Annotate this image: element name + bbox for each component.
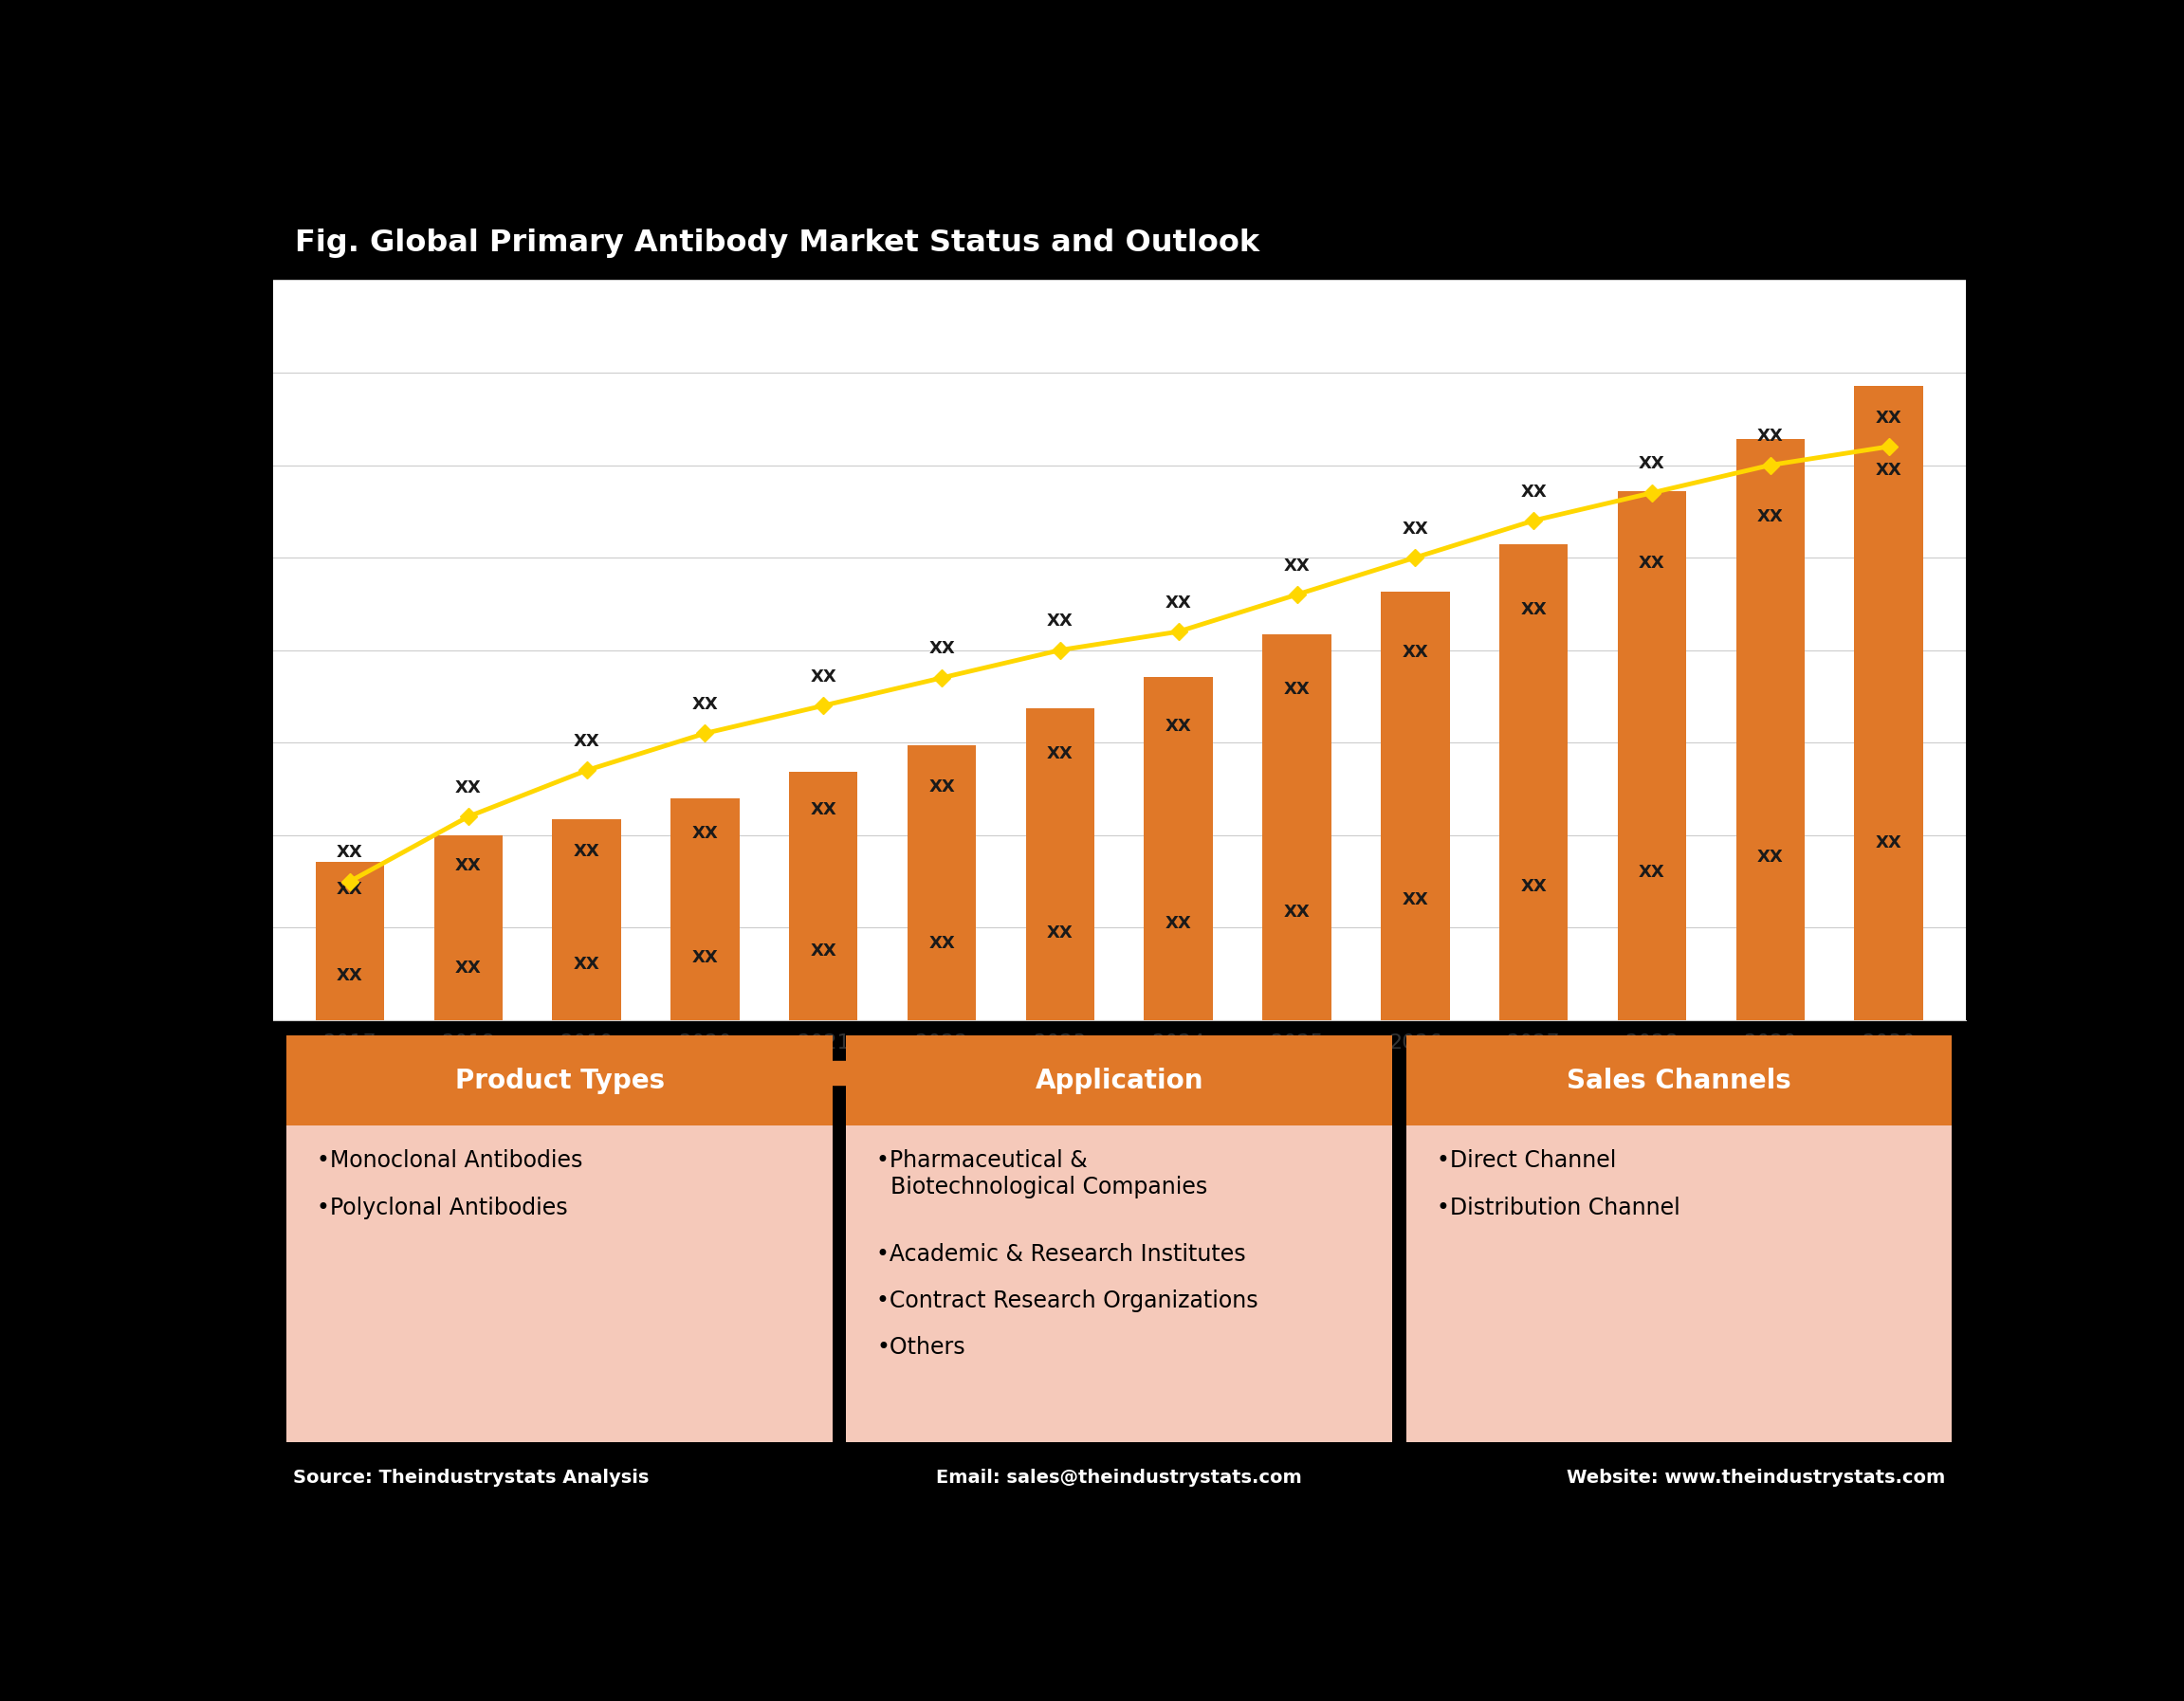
Text: •Academic & Research Institutes: •Academic & Research Institutes bbox=[876, 1243, 1247, 1266]
Text: XX: XX bbox=[454, 857, 480, 874]
Bar bbox=[1854, 386, 1922, 1021]
Text: Product Types: Product Types bbox=[454, 1067, 664, 1094]
Text: Website: www.theindustrystats.com: Website: www.theindustrystats.com bbox=[1566, 1470, 1946, 1487]
Text: Source: Theindustrystats Analysis: Source: Theindustrystats Analysis bbox=[293, 1470, 649, 1487]
Text: XX: XX bbox=[692, 949, 719, 966]
Text: XX: XX bbox=[1402, 643, 1428, 660]
Text: XX: XX bbox=[1284, 903, 1310, 920]
Legend: Revenue (Million $), Y-oY Growth Rate (%): Revenue (Million $), Y-oY Growth Rate (%… bbox=[788, 1053, 1450, 1094]
Text: •Polyclonal Antibodies: •Polyclonal Antibodies bbox=[317, 1196, 568, 1220]
Text: •Distribution Channel: •Distribution Channel bbox=[1437, 1196, 1679, 1220]
Text: XX: XX bbox=[1758, 509, 1784, 526]
Text: XX: XX bbox=[1876, 410, 1902, 427]
Text: XX: XX bbox=[928, 934, 954, 951]
Text: Fig. Global Primary Antibody Market Status and Outlook: Fig. Global Primary Antibody Market Stat… bbox=[295, 230, 1260, 259]
Text: XX: XX bbox=[692, 825, 719, 842]
Bar bbox=[1026, 708, 1094, 1021]
Text: XX: XX bbox=[1758, 427, 1784, 444]
Text: XX: XX bbox=[1166, 915, 1192, 932]
Bar bbox=[670, 798, 740, 1021]
Text: XX: XX bbox=[1638, 456, 1664, 473]
Text: XX: XX bbox=[1758, 849, 1784, 866]
Bar bbox=[286, 1036, 832, 1124]
Bar bbox=[317, 861, 384, 1021]
Text: XX: XX bbox=[1402, 891, 1428, 908]
Bar bbox=[1380, 592, 1450, 1021]
Text: •Monoclonal Antibodies: •Monoclonal Antibodies bbox=[317, 1150, 583, 1172]
Text: XX: XX bbox=[1284, 680, 1310, 697]
Text: XX: XX bbox=[928, 779, 954, 796]
Text: Application: Application bbox=[1035, 1067, 1203, 1094]
Bar bbox=[845, 1036, 1393, 1442]
Text: XX: XX bbox=[574, 956, 601, 973]
Bar bbox=[435, 835, 502, 1021]
Text: XX: XX bbox=[928, 641, 954, 658]
Text: •Contract Research Organizations: •Contract Research Organizations bbox=[876, 1289, 1258, 1313]
Text: XX: XX bbox=[1046, 745, 1072, 762]
Bar bbox=[1498, 544, 1568, 1021]
Bar bbox=[1262, 634, 1332, 1021]
Text: XX: XX bbox=[1520, 602, 1546, 619]
Text: XX: XX bbox=[810, 668, 836, 686]
Text: Sales Channels: Sales Channels bbox=[1566, 1067, 1791, 1094]
Text: XX: XX bbox=[1166, 594, 1192, 611]
Bar bbox=[845, 1036, 1393, 1124]
Text: XX: XX bbox=[1876, 833, 1902, 850]
Text: XX: XX bbox=[810, 942, 836, 959]
Bar bbox=[553, 820, 620, 1021]
Text: XX: XX bbox=[810, 801, 836, 818]
Text: XX: XX bbox=[1520, 878, 1546, 895]
Text: XX: XX bbox=[692, 696, 719, 713]
Text: XX: XX bbox=[336, 968, 363, 985]
Text: XX: XX bbox=[1284, 558, 1310, 575]
Bar bbox=[1618, 492, 1686, 1021]
Text: XX: XX bbox=[336, 844, 363, 861]
Text: XX: XX bbox=[336, 881, 363, 898]
Text: XX: XX bbox=[1046, 924, 1072, 941]
Text: XX: XX bbox=[574, 733, 601, 750]
Text: XX: XX bbox=[1638, 555, 1664, 572]
Bar bbox=[906, 745, 976, 1021]
Text: XX: XX bbox=[1402, 521, 1428, 538]
Text: XX: XX bbox=[1638, 864, 1664, 881]
Text: XX: XX bbox=[1876, 463, 1902, 480]
Text: XX: XX bbox=[574, 844, 601, 861]
Text: •Pharmaceutical &
  Biotechnological Companies: •Pharmaceutical & Biotechnological Compa… bbox=[876, 1150, 1208, 1199]
Bar bbox=[1144, 677, 1212, 1021]
Bar bbox=[1406, 1036, 1952, 1124]
Text: Email: sales@theindustrystats.com: Email: sales@theindustrystats.com bbox=[937, 1470, 1302, 1487]
Text: XX: XX bbox=[1520, 483, 1546, 500]
Bar bbox=[286, 1036, 832, 1442]
Text: •Direct Channel: •Direct Channel bbox=[1437, 1150, 1616, 1172]
Bar bbox=[788, 772, 858, 1021]
Text: XX: XX bbox=[1046, 612, 1072, 629]
Text: XX: XX bbox=[1166, 718, 1192, 735]
Text: XX: XX bbox=[454, 779, 480, 796]
Bar bbox=[1406, 1036, 1952, 1442]
Text: •Others: •Others bbox=[876, 1337, 965, 1359]
Text: XX: XX bbox=[454, 959, 480, 976]
Bar bbox=[1736, 439, 1804, 1021]
